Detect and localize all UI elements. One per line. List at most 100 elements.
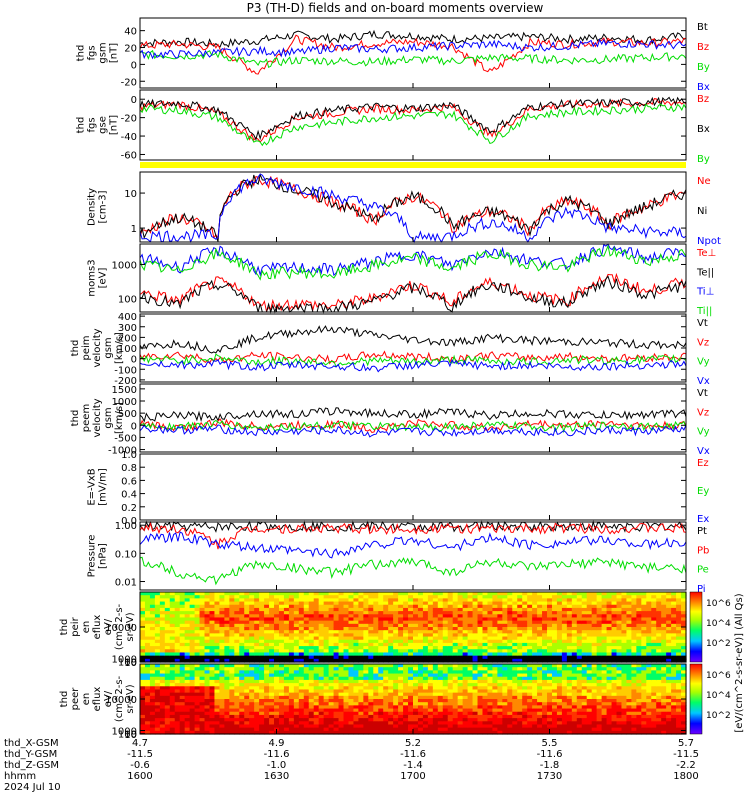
heatmap-cell <box>522 702 528 706</box>
heatmap-cell <box>383 636 389 641</box>
heatmap-cell <box>398 646 404 650</box>
heatmap-cell <box>616 679 623 684</box>
heatmap-cell <box>403 598 409 603</box>
heatmap-cell <box>477 689 484 694</box>
heatmap-cell <box>244 592 250 596</box>
heatmap-cell <box>681 604 687 609</box>
heatmap-cell <box>274 633 280 638</box>
heatmap-cell <box>323 611 330 615</box>
heatmap-cell <box>254 676 260 681</box>
heatmap-cell <box>606 649 613 654</box>
heatmap-cell <box>194 601 201 606</box>
heatmap-cell <box>154 730 161 735</box>
heatmap-cell <box>219 636 225 641</box>
heatmap-cell <box>318 714 325 719</box>
heatmap-cell <box>621 617 628 622</box>
heatmap-cell <box>581 673 588 678</box>
heatmap-cell <box>239 667 245 671</box>
heatmap-cell <box>467 601 474 606</box>
heatmap-cell <box>244 611 250 615</box>
heatmap-cell <box>303 695 310 700</box>
heatmap-cell <box>393 592 399 596</box>
heatmap-cell <box>413 708 419 713</box>
heatmap-cell <box>388 711 394 716</box>
heatmap-cell <box>189 607 196 612</box>
heatmap-cell <box>224 699 230 703</box>
heatmap-cell <box>422 627 429 631</box>
heatmap-cell <box>189 679 196 684</box>
heatmap-cell <box>487 673 494 678</box>
heatmap-cell <box>174 676 181 681</box>
y-tick-label: 20 <box>124 44 137 55</box>
y-axis-label: [mV/m] <box>98 468 109 506</box>
heatmap-cell <box>507 670 513 675</box>
heatmap-cell <box>646 639 652 644</box>
y-axis-label: (cm^2-s- <box>114 603 125 650</box>
heatmap-cell <box>492 642 498 647</box>
heatmap-cell <box>477 598 484 603</box>
series-line-Pe <box>139 556 687 586</box>
heatmap-cell <box>353 702 359 706</box>
heatmap-cell <box>140 718 146 722</box>
heatmap-cell <box>214 683 221 687</box>
heatmap-cell <box>229 714 235 719</box>
heatmap-cell <box>532 604 538 609</box>
heatmap-cell <box>254 658 260 663</box>
heatmap-cell <box>140 679 146 684</box>
heatmap-cell <box>457 601 464 606</box>
heatmap-cell <box>234 705 240 710</box>
heatmap-cell <box>447 711 454 716</box>
heatmap-cell <box>641 649 647 654</box>
heatmap-cell <box>621 689 628 694</box>
heatmap-cell <box>477 705 484 710</box>
heatmap-cell <box>442 601 449 606</box>
heatmap-cell <box>234 633 240 638</box>
heatmap-cell <box>681 639 687 644</box>
heatmap-cell <box>229 614 235 619</box>
heatmap-cell <box>527 683 533 687</box>
heatmap-cell <box>214 664 221 668</box>
heatmap-cell <box>566 711 573 716</box>
heatmap-cell <box>631 639 637 644</box>
heatmap-cell <box>204 664 211 668</box>
heatmap-cell <box>601 611 608 615</box>
heatmap-cell <box>318 711 325 716</box>
heatmap-cell <box>606 724 613 729</box>
heatmap-cell <box>532 649 538 654</box>
heatmap-cell <box>606 714 613 719</box>
heatmap-cell <box>318 695 325 700</box>
heatmap-cell <box>373 639 379 644</box>
heatmap-cell <box>417 633 424 638</box>
heatmap-cell <box>204 652 211 657</box>
heatmap-cell <box>442 676 449 681</box>
heatmap-cell <box>571 652 578 657</box>
heatmap-cell <box>581 664 588 668</box>
heatmap-cell <box>527 670 533 675</box>
heatmap-cell <box>581 711 588 716</box>
heatmap-cell <box>368 592 374 596</box>
heatmap-cell <box>343 598 350 603</box>
heatmap-cell <box>140 673 146 678</box>
heatmap-cell <box>646 673 652 678</box>
heatmap-cell <box>676 598 682 603</box>
heatmap-cell <box>413 639 419 644</box>
heatmap-cell <box>388 636 394 641</box>
heatmap-cell <box>492 730 498 735</box>
heatmap-cell <box>348 727 355 732</box>
heatmap-cell <box>646 695 652 700</box>
heatmap-cell <box>467 630 474 634</box>
heatmap-cell <box>502 627 508 631</box>
heatmap-cell <box>358 705 364 710</box>
heatmap-cell <box>467 683 474 687</box>
heatmap-cell <box>661 623 667 628</box>
heatmap-cell <box>462 676 469 681</box>
heatmap-cell <box>437 724 444 729</box>
heatmap-cell <box>527 604 533 609</box>
heatmap-cell <box>288 679 295 684</box>
heatmap-cell <box>517 692 523 697</box>
heatmap-cell <box>358 633 364 638</box>
heatmap-cell <box>452 667 459 671</box>
heatmap-cell <box>447 689 454 694</box>
heatmap-cell <box>363 630 369 634</box>
heatmap-cell <box>452 592 459 596</box>
